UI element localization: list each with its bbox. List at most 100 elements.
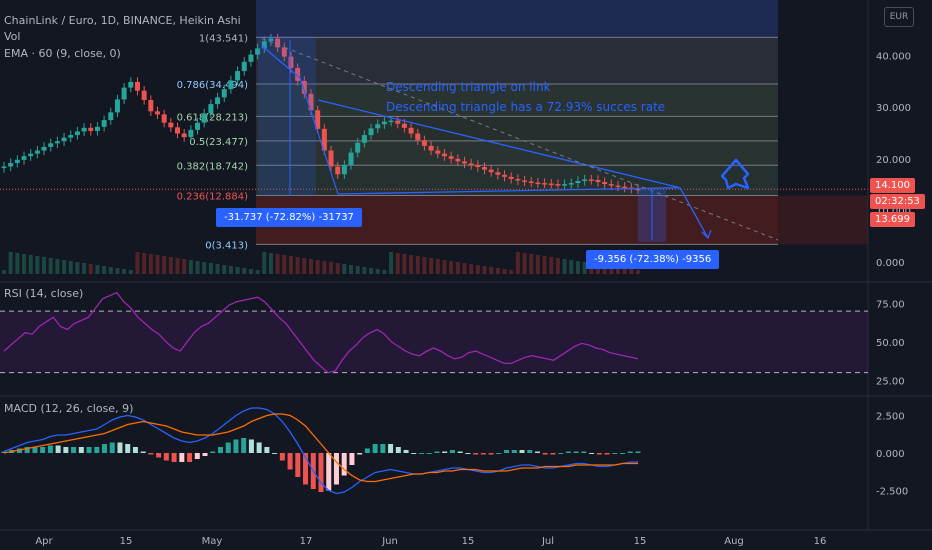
candle-body [448,156,454,159]
volume-label: Vol [4,30,21,43]
candle-body [48,143,54,147]
fib-level-label: 0.5(23.477) [189,137,248,148]
candle-body [455,158,461,162]
volume-bar [429,258,434,274]
candle-body [535,182,541,185]
volume-bar [375,269,380,274]
volume-bar [242,268,247,274]
macd-histogram-bar [241,438,247,453]
candle-body [495,172,501,175]
fib-zone-band [256,37,778,85]
volume-bar [322,261,327,274]
macd-histogram-bar [434,451,440,453]
macd-histogram-bar [364,448,370,453]
volume-bar [282,255,287,274]
candle-body [595,179,601,183]
volume-bar [495,268,500,274]
volume-bar [262,252,267,274]
candle-body [221,89,227,98]
volume-bar [509,270,514,274]
macd-histogram-bar [457,451,463,453]
candle-body [582,179,588,181]
price-axis-tick: 0.000 [876,258,905,269]
candle-body [308,93,314,111]
volume-bar [435,259,440,274]
candle-body [28,153,34,157]
volume-bar [315,260,320,274]
volume-bar [595,264,600,274]
candle-body [175,127,181,134]
candle-body [542,183,548,185]
ema-price-badge: 13.699 [870,212,915,227]
candle-body [34,150,40,154]
chart-title: ChainLink / Euro, 1D, BINANCE, Heikin As… [4,14,241,27]
volume-bar [475,265,480,274]
volume-bar [275,254,280,274]
volume-bar [422,257,427,274]
macd-histogram-bar [519,450,525,453]
macd-histogram-bar [16,448,22,453]
time-axis-tick: Apr [35,536,53,547]
candle-body [548,183,554,186]
macd-histogram-bar [403,450,409,453]
candle-body [168,122,174,128]
candle-body [488,169,494,173]
candle-body [275,38,281,48]
volume-bar [182,259,187,274]
macd-histogram-bar [156,453,162,458]
fib-zone-band [256,140,778,166]
candle-body [94,126,100,131]
volume-bar [609,266,614,274]
time-axis-tick: May [202,536,223,547]
candle-body [1,166,7,169]
candle-body [482,167,488,170]
candle-body [241,61,247,72]
candle-body [568,183,574,185]
pointer-icon [720,158,750,190]
annotation-line-1: Descending triangle on link [386,80,551,94]
macd-histogram-bar [86,447,92,453]
macd-histogram-bar [171,453,177,462]
macd-histogram-bar [527,450,533,453]
rsi-axis-tick: 75.00 [876,299,905,310]
volume-bar [355,266,360,274]
macd-histogram-bar [341,453,347,476]
volume-bar [489,267,494,274]
candle-body [508,176,514,179]
rsi-line [3,291,639,374]
macd-histogram-bar [612,453,618,454]
volume-bar [22,254,27,274]
macd-histogram-bar [558,453,564,454]
macd-histogram-bar [194,453,200,459]
fib-zone-band [256,84,778,117]
volume-bar [2,270,6,274]
candle-body [575,180,581,184]
candle-body [108,112,114,121]
macd-histogram-bar [71,447,77,453]
candle-body [415,133,421,141]
candle-body [134,81,140,91]
volume-bar [535,255,540,274]
candle-body [148,99,154,112]
candle-body [301,80,307,94]
candle-body [215,97,221,105]
candle-body [248,54,254,62]
volume-bar [382,270,387,274]
macd-histogram-bar [357,453,363,455]
candle-body [615,185,621,188]
measure-label-2: -9.356 (-72.38%) -9356 [586,250,720,269]
macd-histogram-bar [279,453,285,461]
volume-bar [188,260,193,274]
candle-body [235,71,241,81]
currency-button[interactable]: EUR [884,7,914,27]
volume-bar [248,269,253,274]
volume-bar [529,254,534,274]
volume-bar [288,256,293,274]
macd-axis-tick: 0.000 [876,449,905,460]
last-price-badge: 14.100 [870,178,915,193]
macd-histogram-bar [504,450,510,453]
measure-box-1 [258,36,316,196]
time-axis-tick: 15 [462,536,475,547]
volume-bar [562,259,567,274]
